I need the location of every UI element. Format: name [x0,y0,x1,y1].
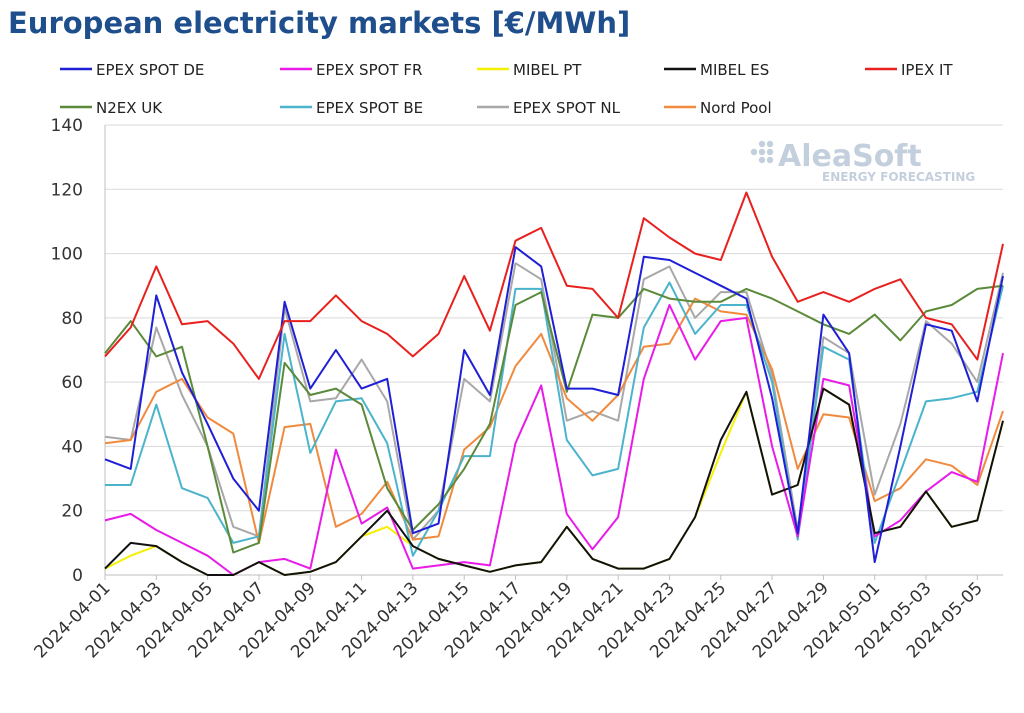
legend-item-nord-pool: Nord Pool [664,99,772,117]
logo-dot [766,140,774,148]
chart-title: European electricity markets [€/MWh] [8,6,631,40]
legend-label: EPEX SPOT BE [316,99,423,117]
y-tick-label: 20 [61,502,83,522]
logo-dot [766,148,774,156]
legend-label: Nord Pool [700,99,772,117]
y-tick-label: 120 [51,180,83,200]
series-line-ipex-it [104,191,1004,380]
y-tick-label: 100 [51,245,83,265]
y-tick-label: 80 [61,309,83,329]
legend-item-epex-spot-be: EPEX SPOT BE [280,99,423,117]
logo-dot [766,156,774,164]
gridlines [104,124,1003,576]
legend-item-epex-spot-de: EPEX SPOT DE [60,61,204,79]
legend-label: MIBEL PT [513,61,582,79]
legend-label: N2EX UK [96,99,163,117]
series-line-mibel-es [104,387,1004,576]
legend-item-n2ex-uk: N2EX UK [60,99,163,117]
series-lines [104,191,1004,576]
series-line-epex-spot-nl [104,262,1004,541]
logo-dot [750,148,758,156]
logo-dot [758,148,766,156]
logo-tagline: ENERGY FORECASTING [822,170,975,184]
y-axis: 0 20 40 60 80 100 120 140 [51,116,83,586]
logo-dot [758,156,766,164]
series-line-epex-spot-de [104,246,1004,564]
legend-item-epex-spot-nl: EPEX SPOT NL [477,99,621,117]
legend: EPEX SPOT DE EPEX SPOT FR MIBEL PT MIBEL ES… [60,61,953,117]
y-tick-label: 140 [51,116,83,136]
legend-label: MIBEL ES [700,61,769,79]
y-tick-label: 0 [72,566,83,586]
legend-label: EPEX SPOT FR [316,61,422,79]
logo-wordmark: AleaSoft [778,139,922,174]
legend-label: EPEX SPOT NL [513,99,621,117]
legend-item-mibel-pt: MIBEL PT [477,61,582,79]
legend-item-ipex-it: IPEX IT [865,61,953,79]
logo-dot [758,140,766,148]
y-tick-label: 60 [61,373,83,393]
legend-item-mibel-es: MIBEL ES [664,61,769,79]
y-tick-label: 40 [61,437,83,457]
series-line-n2ex-uk [104,284,1004,554]
legend-item-epex-spot-fr: EPEX SPOT FR [280,61,422,79]
legend-label: IPEX IT [901,61,953,79]
x-axis: 2024-04-012024-04-032024-04-052024-04-07… [31,575,987,662]
legend-label: EPEX SPOT DE [96,61,204,79]
